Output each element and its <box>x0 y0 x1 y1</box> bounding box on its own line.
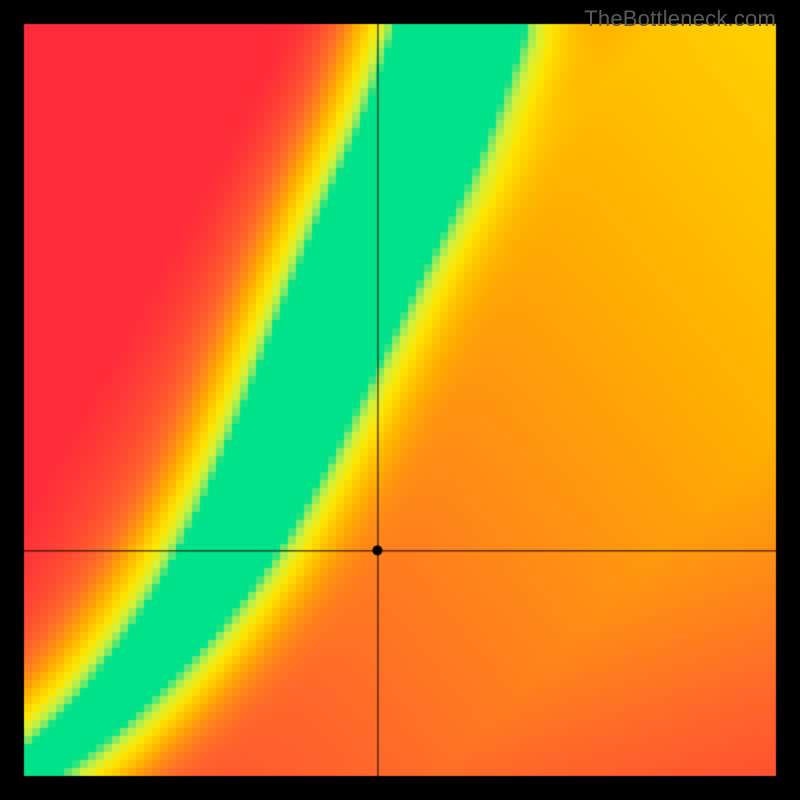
heatmap-chart <box>0 0 800 800</box>
watermark-text: TheBottleneck.com <box>584 6 776 32</box>
